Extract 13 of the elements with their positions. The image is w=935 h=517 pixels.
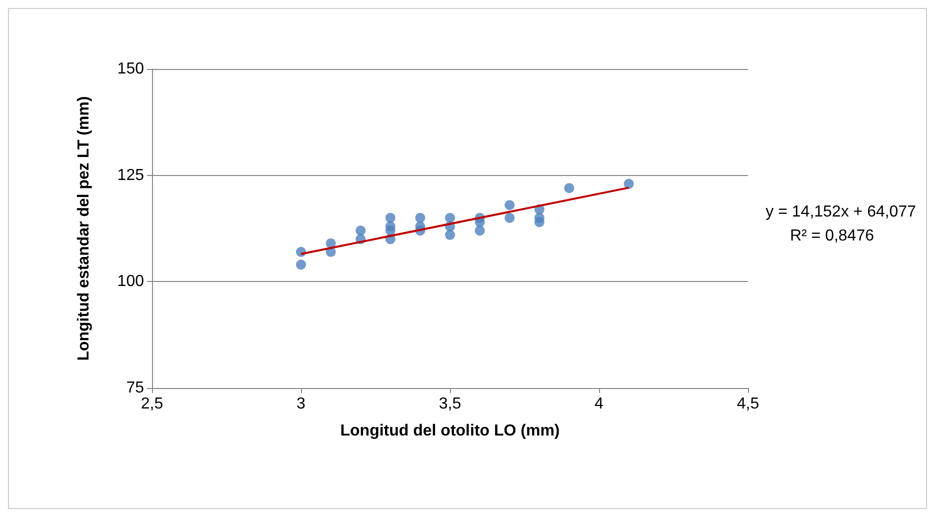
x-tick-label: 3 [296, 396, 306, 412]
y-axis-title: Longitud estandar del pez LT (mm) [76, 96, 92, 361]
y-tick-label: 125 [117, 166, 144, 184]
x-tick-label: 3,5 [438, 396, 462, 412]
x-axis-title: Longitud del otolito LO (mm) [340, 422, 560, 440]
text: y = 14,152x + 64,077 [766, 204, 916, 220]
y-tick-label: 75 [126, 380, 144, 396]
x-tick-label: 4 [594, 396, 604, 412]
text: R² = 0,8476 [790, 228, 874, 244]
y-tick-label: 150 [117, 60, 144, 78]
y-tick-label: 100 [117, 273, 144, 290]
x-tick-label: 4,5 [736, 396, 760, 412]
x-tick-label: 2,5 [140, 396, 164, 412]
